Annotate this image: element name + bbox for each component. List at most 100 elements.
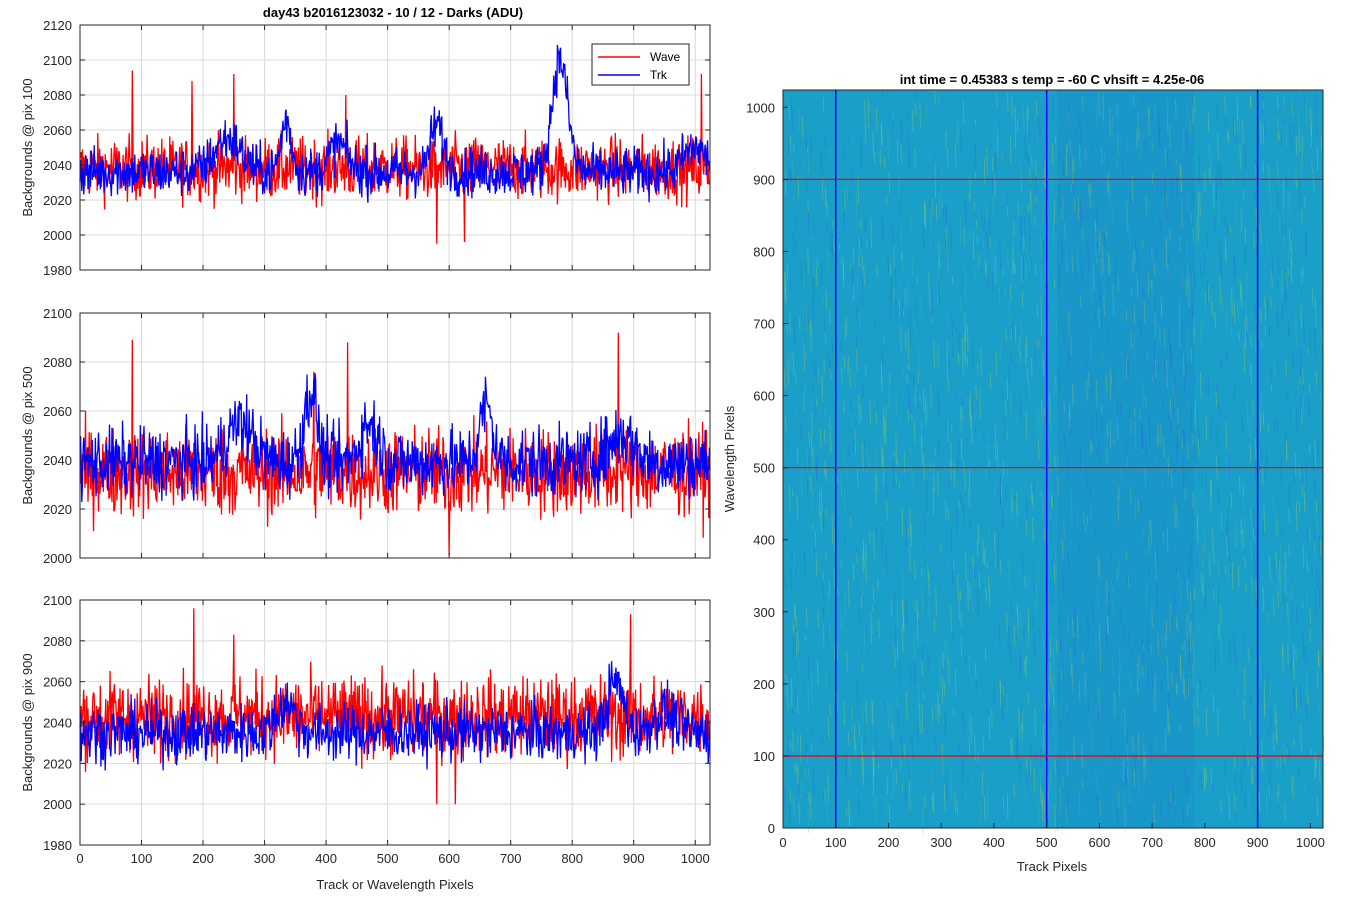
image-streak <box>1186 614 1188 642</box>
image-streak <box>1292 101 1295 114</box>
image-streak <box>1186 682 1188 696</box>
image-streak <box>816 465 818 481</box>
image-streak <box>841 352 843 383</box>
image-streak <box>1176 505 1178 529</box>
image-streak <box>929 463 931 471</box>
image-streak <box>1112 285 1114 315</box>
image-streak <box>864 709 866 733</box>
image-streak <box>858 721 861 737</box>
image-streak <box>886 775 888 795</box>
y-tick-label: 2120 <box>43 18 72 33</box>
image-streak <box>1041 711 1044 719</box>
image-streak <box>1295 134 1298 157</box>
image-streak <box>875 796 878 821</box>
image-streak <box>1240 284 1243 309</box>
image-streak <box>807 246 809 274</box>
image-streak <box>1016 607 1019 638</box>
image-streak <box>1126 438 1128 464</box>
image-streak <box>1077 113 1079 123</box>
image-streak <box>1231 287 1233 317</box>
image-streak <box>1005 329 1007 342</box>
image-streak <box>1029 189 1032 210</box>
image-streak <box>1007 93 1009 112</box>
image-streak <box>1063 431 1065 445</box>
image-streak <box>793 553 795 583</box>
image-streak <box>895 626 897 649</box>
image-streak <box>1205 471 1207 494</box>
image-streak <box>1218 160 1221 187</box>
image-streak <box>851 267 854 295</box>
image-streak <box>986 148 988 174</box>
image-streak <box>905 597 907 625</box>
image-streak <box>1098 439 1100 464</box>
image-streak <box>832 220 834 227</box>
image-streak <box>805 128 807 156</box>
image-streak <box>824 430 826 444</box>
image-streak <box>1295 649 1297 662</box>
image-streak <box>1084 682 1086 699</box>
image-streak <box>903 451 906 473</box>
image-title: int time = 0.45383 s temp = -60 C vhsift… <box>900 72 1205 87</box>
y-tick-label: 2060 <box>43 123 72 138</box>
image-streak <box>1297 123 1299 135</box>
image-streak <box>1306 551 1308 572</box>
image-streak <box>1060 652 1063 673</box>
image-streak <box>1026 774 1028 788</box>
image-streak <box>909 781 911 811</box>
image-streak <box>914 90 916 104</box>
image-streak <box>833 568 835 589</box>
image-streak <box>1029 742 1032 756</box>
image-streak <box>920 421 923 448</box>
image-streak <box>858 307 860 329</box>
image-streak <box>1068 310 1070 334</box>
image-streak <box>1055 380 1057 395</box>
image-streak <box>931 705 934 722</box>
image-streak <box>790 568 792 591</box>
image-streak <box>861 577 864 604</box>
image-streak <box>1023 237 1025 252</box>
image-streak <box>928 573 930 598</box>
image-streak <box>938 436 940 458</box>
image-streak <box>916 612 919 642</box>
image-streak <box>1033 582 1035 594</box>
image-streak <box>1303 318 1305 345</box>
image-streak <box>984 259 986 273</box>
image-streak <box>1225 236 1227 263</box>
image-streak <box>980 264 982 274</box>
image-streak <box>1137 687 1139 697</box>
image-streak <box>1297 381 1300 394</box>
image-streak <box>1035 583 1038 610</box>
image-streak <box>1186 781 1189 796</box>
image-streak <box>1244 227 1246 244</box>
image-streak <box>1283 97 1285 119</box>
image-streak <box>982 735 984 752</box>
image-streak <box>1175 614 1177 628</box>
image-streak <box>1180 581 1182 607</box>
image-streak <box>1191 306 1194 326</box>
image-streak <box>821 486 823 515</box>
image-streak <box>1133 769 1136 787</box>
image-streak <box>1148 107 1150 117</box>
image-streak <box>1155 458 1157 466</box>
image-streak <box>991 709 993 727</box>
image-streak <box>1201 543 1204 566</box>
image-streak <box>1028 236 1031 260</box>
image-streak <box>1243 699 1245 720</box>
image-streak <box>1047 792 1049 814</box>
image-streak <box>1016 491 1018 516</box>
image-streak <box>1183 375 1186 396</box>
image-y-tick-label: 500 <box>753 461 775 476</box>
image-streak <box>1008 298 1011 327</box>
image-streak <box>869 115 871 122</box>
image-streak <box>977 587 979 617</box>
image-streak <box>1316 147 1319 172</box>
image-streak <box>892 120 894 145</box>
image-streak <box>1032 517 1034 543</box>
image-streak <box>793 604 795 621</box>
image-streak <box>971 584 973 612</box>
image-streak <box>954 792 956 813</box>
image-streak <box>1132 249 1135 267</box>
image-streak <box>860 598 863 608</box>
image-streak <box>1042 351 1044 369</box>
image-streak <box>1186 675 1188 686</box>
